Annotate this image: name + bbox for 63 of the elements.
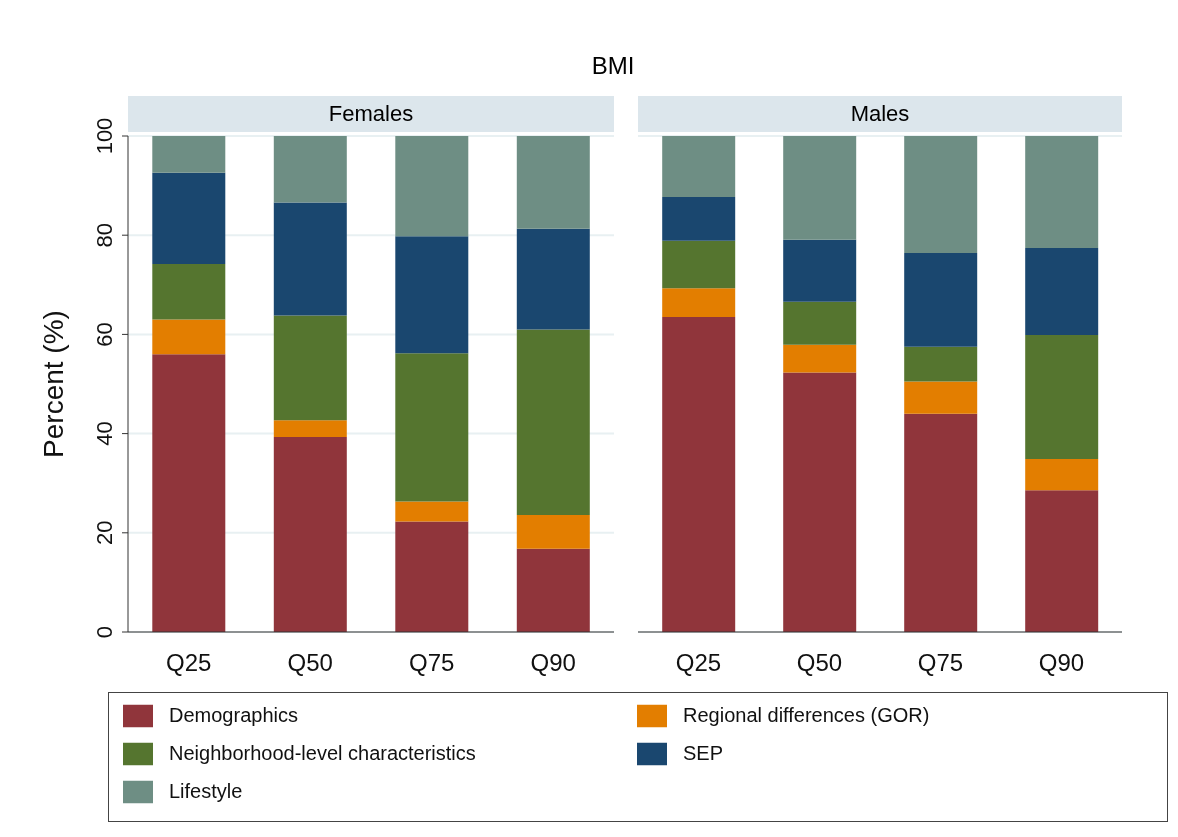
bar [152,263,226,320]
bar [783,301,857,345]
x-tick-label: Q50 [287,649,333,677]
bar [152,354,226,632]
bar [662,240,736,289]
bar [152,172,226,264]
bar [395,136,469,237]
y-tick-label: 60 [92,322,117,347]
bar [395,521,469,632]
chart-subtitle: Males [638,96,1122,132]
bar [904,381,978,414]
bar [395,236,469,354]
bar [904,413,978,632]
bar [904,136,978,254]
bar [904,346,978,382]
bar [662,197,736,241]
bar [516,228,590,330]
bar [662,136,736,198]
bar [273,437,347,632]
legend-label: Regional differences (GOR) [683,704,930,727]
bar [1025,334,1099,459]
bar [273,202,347,316]
x-tick-label: Q90 [1038,649,1085,677]
bar [1025,490,1099,632]
bar [1025,248,1099,335]
bar [516,548,590,632]
bar [662,317,736,632]
bar [783,372,857,632]
bar [1025,136,1099,249]
chart-title: BMI [590,52,636,80]
bar [783,344,857,373]
legend-label: Demographics [169,704,298,727]
bar [516,514,590,549]
x-tick-label: Q75 [409,649,455,677]
x-tick-label: Q25 [166,649,212,677]
y-tick-label: 40 [92,421,117,446]
bar [152,136,226,173]
bar [783,136,857,240]
bar [516,329,590,515]
y-tick-label: 100 [92,117,117,155]
bar [516,136,590,229]
y-tick-label: 0 [92,625,117,639]
y-axis-title: Percent (%) [37,310,69,458]
x-tick-label: Q90 [530,649,576,677]
bar [152,319,226,355]
bar [273,420,347,438]
legend-label: Neighborhood-level characteristics [169,742,476,765]
x-tick-label: Q75 [917,649,964,677]
bar [273,315,347,421]
y-tick-label: 20 [92,520,117,546]
x-tick-label: Q25 [675,649,722,677]
bar [904,253,978,347]
chart-subtitle: Females [128,96,614,132]
x-tick-label: Q50 [796,649,843,677]
bar [662,288,736,318]
bar [395,501,469,522]
bar [783,239,857,302]
legend-label: SEP [683,742,724,765]
bar [395,353,469,502]
bar [1025,458,1099,491]
bar [273,136,347,203]
y-tick-label: 80 [92,222,117,248]
legend-label: Lifestyle [169,780,243,803]
